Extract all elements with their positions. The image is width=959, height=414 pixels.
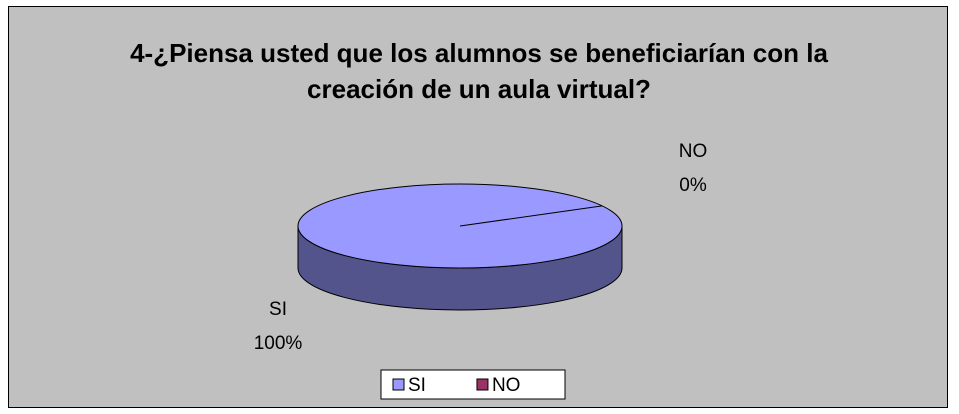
data-label-name: SI — [269, 299, 287, 320]
legend-label: SI — [408, 375, 426, 396]
data-label-name: NO — [679, 141, 708, 162]
legend-swatch — [476, 378, 489, 391]
chart-area: 4-¿Piensa usted que los alumnos se benef… — [8, 6, 948, 408]
chart-title: 4-¿Piensa usted que los alumnos se benef… — [130, 38, 828, 104]
data-label-value: 0% — [679, 175, 707, 196]
legend-label: NO — [492, 375, 521, 396]
legend-swatch — [392, 378, 405, 391]
legend-box — [380, 369, 566, 400]
chart-title-box: 4-¿Piensa usted que los alumnos se benef… — [9, 35, 949, 107]
pie-slice — [459, 205, 603, 227]
data-label-value: 100% — [254, 333, 303, 354]
